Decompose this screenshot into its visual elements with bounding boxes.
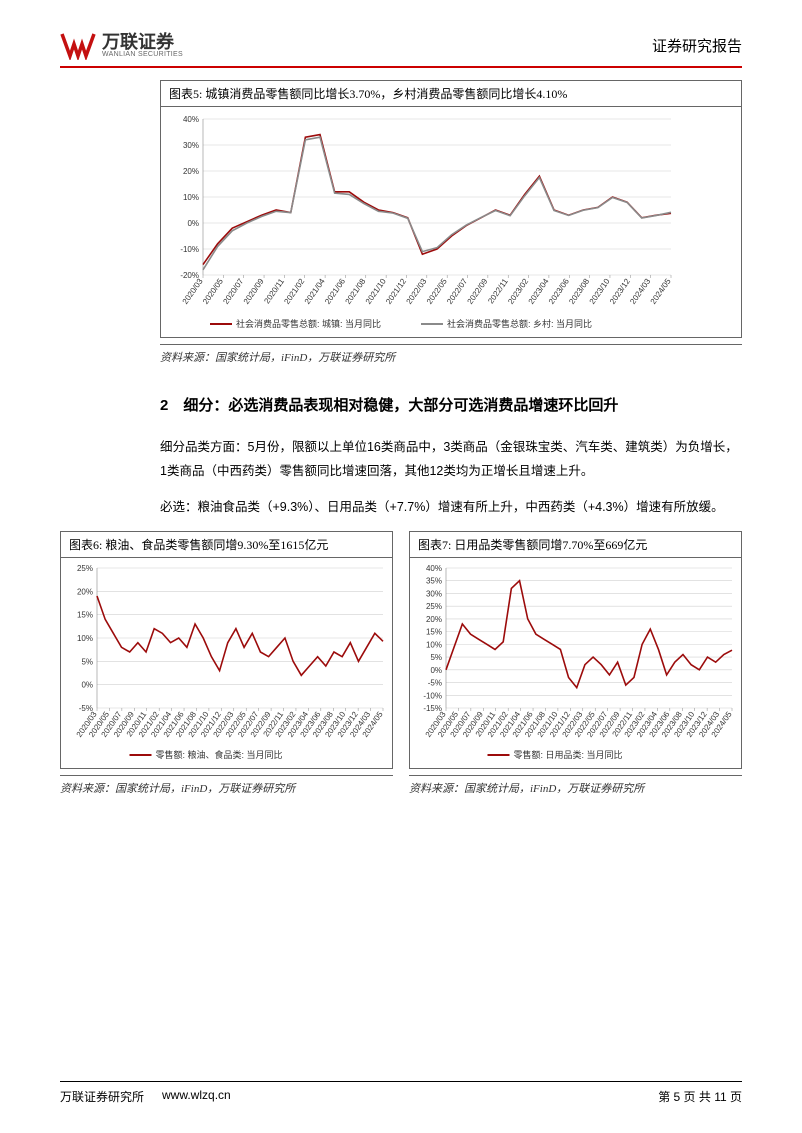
svg-text:40%: 40% (426, 564, 442, 573)
svg-text:40%: 40% (183, 115, 199, 124)
svg-text:-10%: -10% (423, 692, 442, 701)
svg-text:5%: 5% (430, 653, 442, 662)
svg-text:社会消费品零售总额: 乡村: 当月同比: 社会消费品零售总额: 乡村: 当月同比 (447, 318, 592, 329)
section2-heading: 2 细分：必选消费品表现相对稳健，大部分可选消费品增速环比回升 (160, 389, 742, 422)
svg-text:零售额: 粮油、食品类: 当月同比: 零售额: 粮油、食品类: 当月同比 (156, 749, 283, 760)
svg-text:35%: 35% (426, 577, 442, 586)
svg-text:0%: 0% (430, 666, 442, 675)
logo-icon (60, 30, 96, 60)
svg-text:社会消费品零售总额: 城镇: 当月同比: 社会消费品零售总额: 城镇: 当月同比 (236, 318, 381, 329)
page-footer: 万联证券研究所 www.wlzq.cn 第 5 页 共 11 页 (60, 1081, 742, 1105)
svg-text:20%: 20% (426, 615, 442, 624)
footer-org: 万联证券研究所 (60, 1088, 144, 1105)
svg-text:5%: 5% (81, 658, 93, 667)
chart6-body: -5%0%5%10%15%20%25%2020/032020/052020/07… (61, 558, 392, 768)
svg-text:15%: 15% (426, 628, 442, 637)
svg-text:30%: 30% (426, 590, 442, 599)
page: 万联证券 WANLIAN SECURITIES 证券研究报告 图表5: 城镇消费… (0, 0, 802, 1133)
svg-text:25%: 25% (426, 602, 442, 611)
chart5-block: 图表5: 城镇消费品零售额同比增长3.70%，乡村消费品零售额同比增长4.10%… (160, 80, 742, 338)
logo-text: 万联证券 WANLIAN SECURITIES (102, 33, 183, 58)
chart6-source: 资料来源：国家统计局，iFinD，万联证券研究所 (60, 775, 393, 800)
chart5-body: -20%-10%0%10%20%30%40%2020/032020/052020… (161, 107, 741, 337)
svg-text:10%: 10% (77, 634, 93, 643)
svg-text:2022/09: 2022/09 (466, 277, 490, 306)
svg-text:2024/05: 2024/05 (649, 277, 673, 306)
page-header: 万联证券 WANLIAN SECURITIES 证券研究报告 (60, 30, 742, 68)
svg-text:0%: 0% (187, 219, 199, 228)
chart5-title: 图表5: 城镇消费品零售额同比增长3.70%，乡村消费品零售额同比增长4.10% (161, 81, 741, 107)
logo-block: 万联证券 WANLIAN SECURITIES (60, 30, 183, 60)
svg-text:15%: 15% (77, 611, 93, 620)
chart7-body: -15%-10%-5%0%5%10%15%20%25%30%35%40%2020… (410, 558, 741, 768)
svg-text:20%: 20% (183, 167, 199, 176)
chart6-title: 图表6: 粮油、食品类零售额同增9.30%至1615亿元 (61, 532, 392, 558)
chart7-block: 图表7: 日用品类零售额同增7.70%至669亿元 -15%-10%-5%0%5… (409, 531, 742, 769)
footer-page: 第 5 页 共 11 页 (658, 1088, 742, 1105)
logo-zh: 万联证券 (102, 33, 183, 51)
logo-en: WANLIAN SECURITIES (102, 51, 183, 58)
svg-text:-5%: -5% (428, 679, 442, 688)
svg-text:0%: 0% (81, 681, 93, 690)
chart-row-6-7: 图表6: 粮油、食品类零售额同增9.30%至1615亿元 -5% 0% 5% 10% 1… (60, 531, 742, 820)
chart5-source: 资料来源：国家统计局，iFinD，万联证券研究所 (160, 344, 742, 369)
svg-text:-10%: -10% (180, 245, 199, 254)
chart7-title: 图表7: 日用品类零售额同增7.70%至669亿元 (410, 532, 741, 558)
svg-text:25%: 25% (77, 564, 93, 573)
svg-text:零售额: 日用品类: 当月同比: 零售额: 日用品类: 当月同比 (514, 749, 623, 760)
chart6-block: 图表6: 粮油、食品类零售额同增9.30%至1615亿元 -5%0%5%10%1… (60, 531, 393, 769)
svg-text:10%: 10% (183, 193, 199, 202)
section2-para1: 细分品类方面：5月份，限额以上单位16类商品中，3类商品（金银珠宝类、汽车类、建… (160, 436, 742, 484)
svg-text:2020/09: 2020/09 (242, 277, 266, 306)
chart7-source: 资料来源：国家统计局，iFinD，万联证券研究所 (409, 775, 742, 800)
svg-text:20%: 20% (77, 588, 93, 597)
svg-text:10%: 10% (426, 641, 442, 650)
footer-url: www.wlzq.cn (162, 1088, 231, 1105)
svg-text:30%: 30% (183, 141, 199, 150)
section2-para2: 必选：粮油食品类（+9.3%）、日用品类（+7.7%）增速有所上升，中西药类（+… (160, 496, 742, 520)
report-type: 证券研究报告 (652, 35, 742, 56)
